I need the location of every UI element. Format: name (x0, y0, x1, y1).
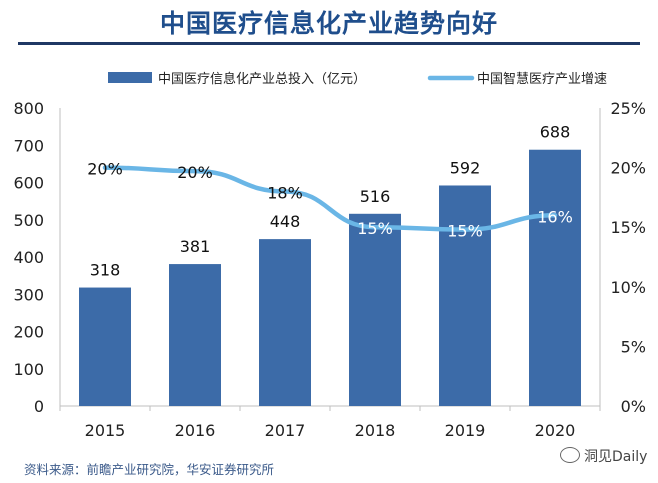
bar-value-label: 318 (90, 261, 121, 280)
axes: 0 100 200 300 400 500 600 700 800 0% 5% 10% 15% 20% 25… (13, 99, 646, 440)
bar (79, 287, 131, 406)
y-left-tick-label: 0 (34, 397, 44, 416)
source-note: 资料来源：前瞻产业研究院，华安证券研究所 (24, 462, 275, 477)
x-tick-label: 2015 (85, 421, 126, 440)
bar-value-label: 688 (540, 123, 571, 142)
y-right-tick-label: 15% (610, 218, 646, 237)
line-value-label: 20% (177, 163, 213, 182)
line-value-label: 15% (357, 219, 393, 238)
chart-title: 中国医疗信息化产业趋势向好 (159, 9, 498, 38)
bar-value-label: 516 (360, 187, 391, 206)
line-value-label: 18% (267, 183, 303, 202)
y-left-tick-label: 800 (13, 99, 44, 118)
y-left-tick-label: 200 (13, 323, 44, 342)
legend-bar-swatch (108, 72, 152, 83)
growth-line (102, 165, 558, 232)
bar (259, 239, 311, 406)
line-value-label: 20% (87, 160, 123, 179)
y-right-tick-label: 0% (621, 397, 646, 416)
bar-value-label: 381 (180, 237, 211, 256)
x-tick-label: 2019 (445, 421, 486, 440)
y-right-tick-label: 10% (610, 278, 646, 297)
bar (439, 185, 491, 406)
bar (529, 149, 581, 406)
line-value-label: 15% (447, 222, 483, 241)
legend: 中国医疗信息化产业总投入（亿元） 中国智慧医疗产业增速 (108, 71, 607, 87)
x-tick-label: 2017 (265, 421, 306, 440)
x-tick-label: 2020 (535, 421, 576, 440)
wechat-icon (560, 447, 580, 463)
y-left-tick-label: 600 (13, 174, 44, 193)
y-right-tick-label: 5% (621, 337, 646, 356)
y-left-tick-label: 700 (13, 136, 44, 155)
watermark: 洞见Daily (560, 446, 647, 466)
line-value-label: 16% (537, 207, 573, 226)
bar-value-label: 448 (270, 212, 301, 231)
y-left-tick-label: 300 (13, 285, 44, 304)
y-right-tick-label: 25% (610, 99, 646, 118)
y-left-tick-label: 500 (13, 211, 44, 230)
x-tick-label: 2018 (355, 421, 396, 440)
watermark-text: 洞见Daily (584, 449, 648, 465)
y-right-tick-label: 20% (610, 159, 646, 178)
x-tick-label: 2016 (175, 421, 216, 440)
line-series (102, 165, 558, 232)
bar (349, 213, 401, 406)
bar-series (79, 149, 581, 406)
y-left-tick-label: 400 (13, 248, 44, 267)
bar-value-label: 592 (450, 158, 481, 177)
legend-bar-label: 中国医疗信息化产业总投入（亿元） (158, 71, 366, 87)
legend-line-label: 中国智慧医疗产业增速 (477, 71, 607, 87)
title-underline (18, 42, 640, 45)
bar (169, 264, 221, 406)
data-labels: 318 381 448 516 592 688 20% 20% 18% 15% 15% 16% (87, 123, 573, 280)
y-left-tick-label: 100 (13, 360, 44, 379)
